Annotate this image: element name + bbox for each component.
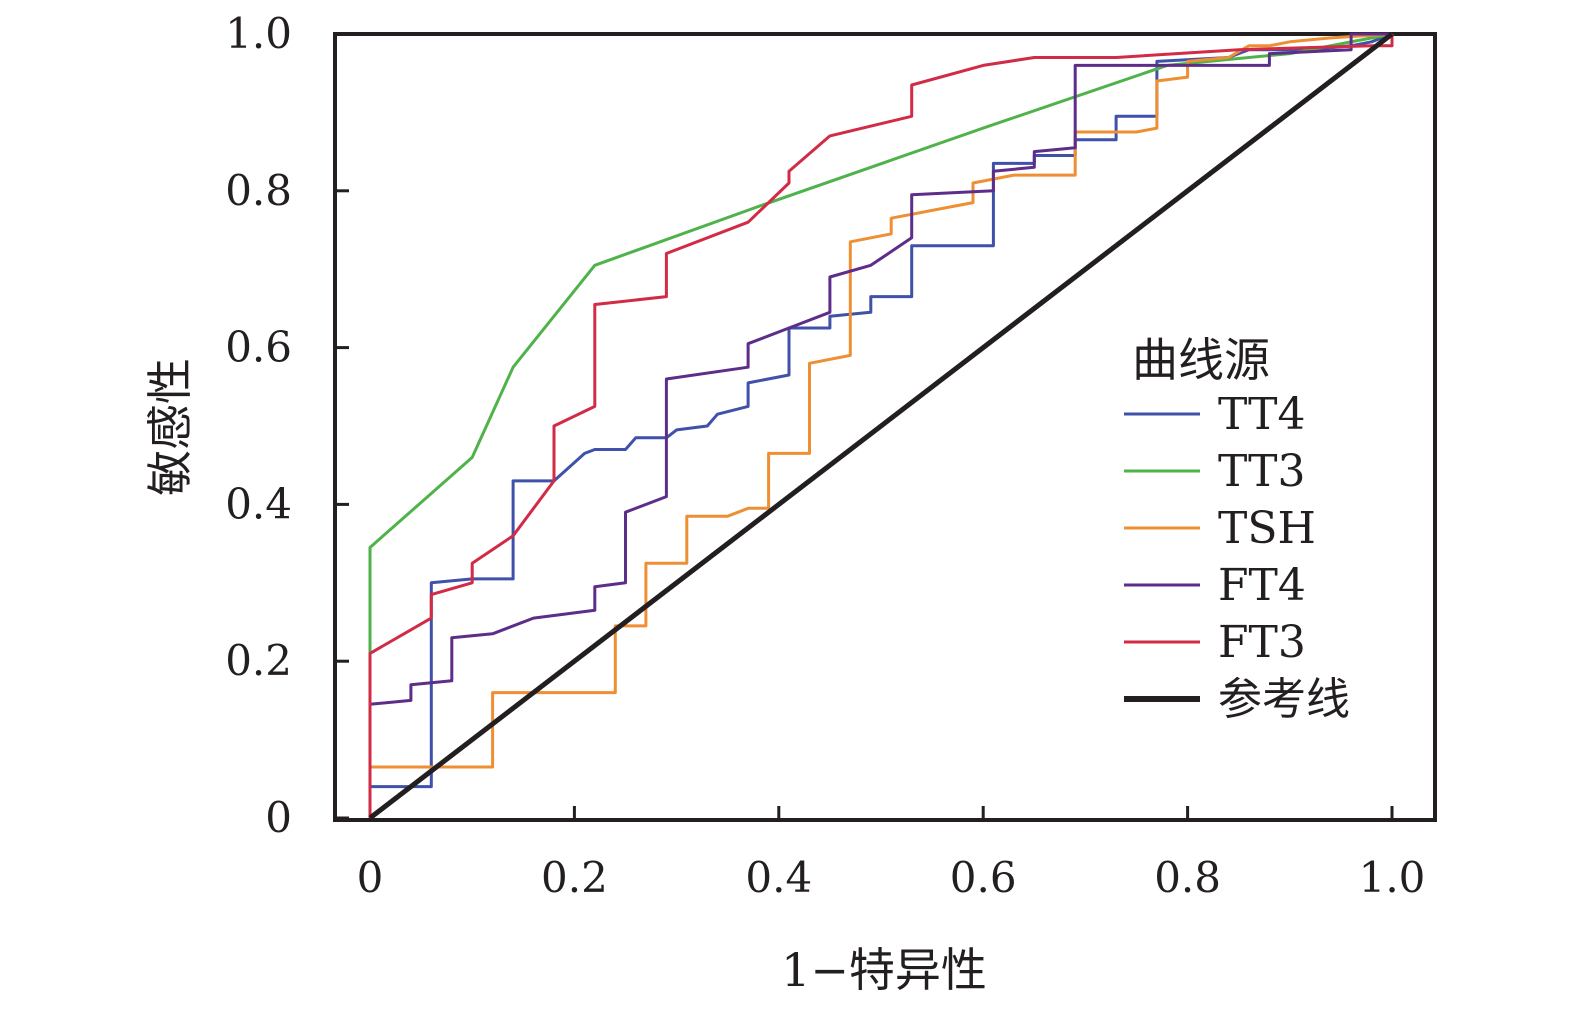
x-tick-label: 0.8 [1154,853,1221,902]
legend-label: 参考线 [1218,674,1350,725]
series-line-FT4 [368,32,1392,818]
y-axis-label: 敏感性 [143,358,197,496]
series-line-TT3 [368,32,1393,818]
x-tick-label: 0.2 [541,853,608,902]
legend-label: TT4 [1218,389,1306,440]
x-axis-ticks: 0 0.2 0.4 0.6 0.8 1.0 [357,806,1426,902]
legend-title: 曲线源 [1132,333,1270,387]
y-tick-label: 0 [265,793,292,842]
y-tick-label: 0.6 [225,323,292,372]
y-tick-label: 0.2 [225,636,292,685]
series-line-TSH [368,32,1393,818]
x-tick-label: 0 [357,853,384,902]
y-tick-label: 0.8 [225,166,292,215]
y-tick-label: 0.4 [225,479,292,528]
legend: 曲线源 TT4 TT3 TSH FT4 FT3 参考线 [1124,333,1350,725]
legend-label: TT3 [1218,446,1306,497]
legend-label: TSH [1218,503,1316,554]
x-tick-label: 1.0 [1359,853,1426,902]
plot-frame [333,32,1437,822]
x-axis-label: 1−特异性 [781,943,987,997]
legend-label: FT4 [1218,560,1306,611]
series-layer [368,32,1394,820]
y-tick-label: 1.0 [225,9,292,58]
y-axis-ticks: 0 0.2 0.4 0.6 0.8 1.0 [225,9,349,842]
x-tick-label: 0.6 [950,853,1017,902]
series-line-参考线 [368,32,1394,820]
series-line-FT3 [368,34,1394,818]
x-tick-label: 0.4 [745,853,812,902]
legend-label: FT3 [1218,617,1306,668]
